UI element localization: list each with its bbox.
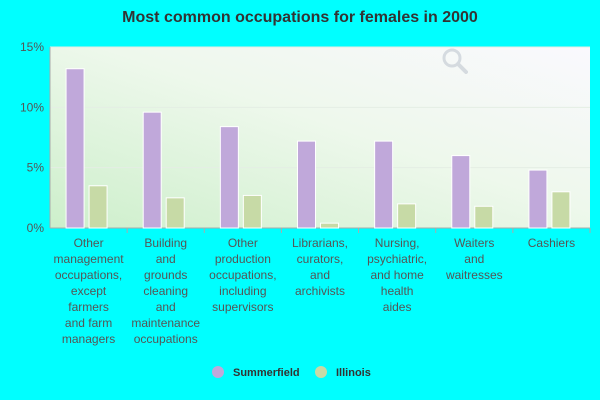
y-tick-label: 10% (20, 100, 44, 114)
legend-swatch-summerfield (212, 366, 224, 378)
legend-label-illinois: Illinois (336, 367, 371, 379)
y-tick-label: 5% (27, 161, 45, 175)
bar-summerfield (142, 111, 162, 229)
x-tick-label: Other production occupations, including supe… (209, 236, 276, 314)
bar-illinois (165, 197, 185, 229)
bar-summerfield (65, 68, 85, 229)
bar-summerfield (374, 140, 394, 229)
chart-title: Most common occupations for females in 2… (122, 9, 478, 26)
x-tick-label: Building and grounds cleaning and maintenance… (131, 236, 200, 346)
legend-label-summerfield: Summerfield (233, 367, 300, 379)
x-tick-label: Cashiers (528, 236, 575, 250)
search-icon (442, 48, 468, 74)
bar-illinois (88, 185, 108, 229)
y-tick-label: 15% (20, 40, 44, 54)
plot-area (50, 47, 590, 228)
x-tick-label: Waiters and waitresses (445, 236, 503, 282)
legend: Summerfield Illinois (212, 366, 371, 379)
bar-illinois (474, 205, 494, 229)
bar-illinois (242, 194, 262, 229)
y-tick-label: 0% (27, 221, 45, 235)
legend-swatch-illinois (315, 366, 327, 378)
bar-summerfield (219, 126, 239, 229)
bar-illinois (551, 191, 571, 229)
x-tick-label: Other management occupations, except farmers… (54, 236, 125, 346)
bars (65, 68, 571, 229)
grid-lines (50, 46, 590, 169)
x-tick-label: Nursing, psychiatric, and home health aides (367, 236, 427, 314)
bar-summerfield (297, 140, 316, 229)
x-tick-label: Librarians, curators, and archivists (292, 236, 348, 298)
x-axis: Other management occupations, except farmers… (54, 228, 591, 346)
bar-illinois (320, 222, 339, 229)
bar-summerfield (451, 155, 471, 229)
bar-illinois (397, 203, 417, 229)
bar-summerfield (528, 169, 548, 229)
